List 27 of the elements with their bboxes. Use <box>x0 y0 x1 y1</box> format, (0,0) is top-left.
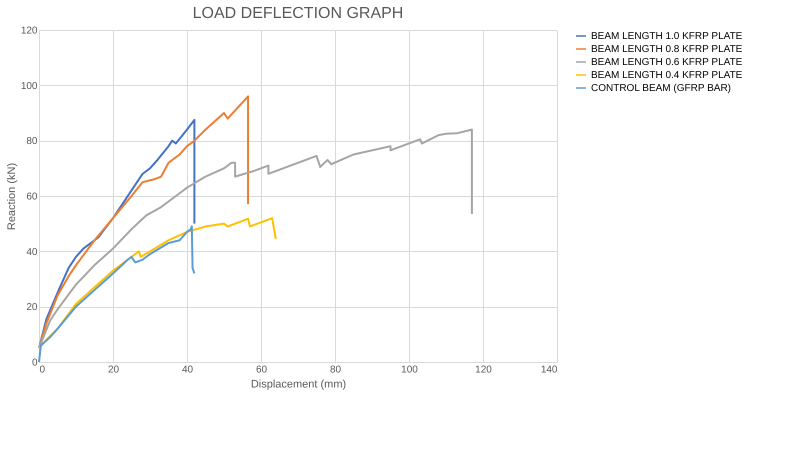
line-series <box>38 128 473 350</box>
y-tick-label: 40 <box>26 246 38 258</box>
line-series <box>38 217 277 350</box>
chart-title: LOAD DEFLECTION GRAPH <box>192 5 404 22</box>
x-tick-label: 80 <box>330 364 342 376</box>
y-tick-label: 80 <box>26 136 38 148</box>
x-tick-label: 0 <box>40 364 46 376</box>
x-tick-label: 120 <box>475 364 492 376</box>
x-tick-label: 100 <box>401 364 418 376</box>
legend-label: CONTROL BEAM (GFRP BAR) <box>591 83 732 94</box>
x-tick-label: 20 <box>108 364 120 376</box>
y-tick-label: 60 <box>26 192 38 202</box>
line-series <box>38 95 250 350</box>
x-tick-label: 40 <box>182 364 194 376</box>
legend-label: BEAM LENGTH 0.4 KFRP PLATE <box>591 70 743 81</box>
legend-label: BEAM LENGTH 0.8 KFRP PLATE <box>591 44 743 55</box>
y-tick-label: 20 <box>26 302 38 314</box>
y-tick-label: 120 <box>20 26 38 36</box>
legend-label: BEAM LENGTH 0.6 KFRP PLATE <box>591 57 743 68</box>
y-tick-label: 100 <box>20 80 38 92</box>
line-series <box>38 225 196 363</box>
x-axis-title: Displacement (mm) <box>250 378 346 390</box>
x-tick-label: 140 <box>540 364 558 376</box>
x-tick-label: 60 <box>256 364 268 376</box>
y-tick-label: 0 <box>32 358 38 368</box>
legend-label: BEAM LENGTH 1.0 KFRP PLATE <box>591 31 743 42</box>
y-axis-title: Reaction (kN) <box>6 162 18 230</box>
